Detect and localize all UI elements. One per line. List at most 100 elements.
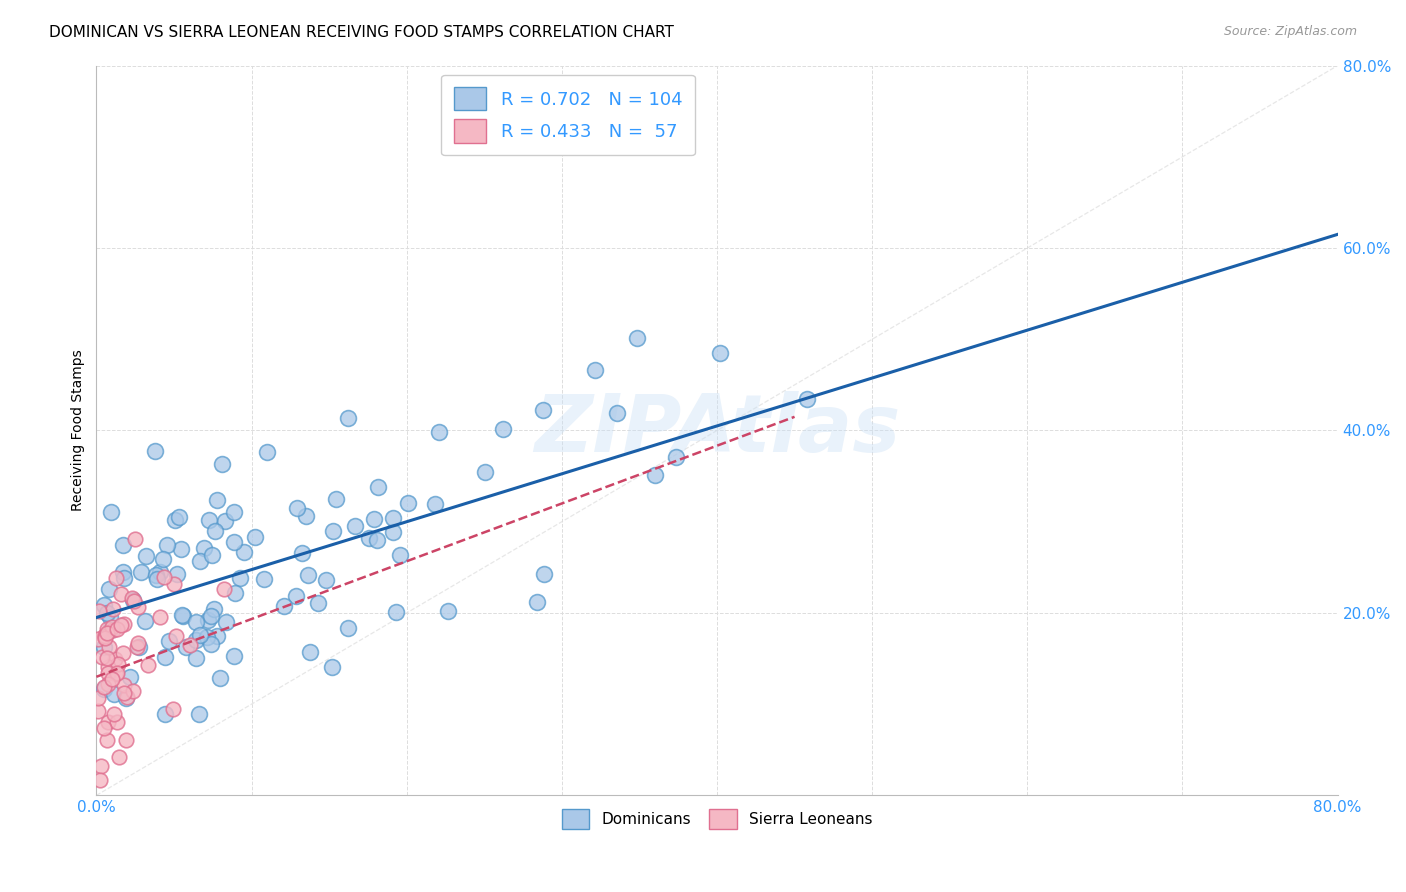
Point — [204, 524, 226, 538]
Legend: Dominicans, Sierra Leoneans: Dominicans, Sierra Leoneans — [555, 804, 879, 835]
Text: DOMINICAN VS SIERRA LEONEAN RECEIVING FOOD STAMPS CORRELATION CHART: DOMINICAN VS SIERRA LEONEAN RECEIVING FO… — [49, 25, 673, 40]
Point — [321, 659, 343, 673]
Point — [96, 607, 118, 621]
Point — [111, 538, 134, 552]
Point — [197, 613, 219, 627]
Point — [105, 666, 128, 681]
Point — [127, 599, 149, 614]
Point — [152, 570, 174, 584]
Point — [172, 609, 194, 624]
Point — [89, 604, 111, 618]
Point — [606, 406, 628, 420]
Point — [94, 629, 117, 643]
Point — [89, 772, 111, 787]
Point — [124, 532, 146, 546]
Point — [388, 548, 411, 562]
Point — [145, 568, 167, 582]
Point — [188, 554, 211, 568]
Point — [115, 732, 138, 747]
Point — [100, 506, 122, 520]
Point — [136, 658, 159, 673]
Point — [215, 615, 238, 629]
Point — [179, 638, 201, 652]
Point — [103, 687, 125, 701]
Point — [93, 680, 115, 694]
Point — [229, 571, 252, 585]
Point — [425, 497, 447, 511]
Point — [97, 677, 120, 691]
Point — [337, 410, 360, 425]
Point — [157, 633, 180, 648]
Point — [209, 671, 232, 685]
Point — [367, 479, 389, 493]
Point — [104, 651, 127, 665]
Point — [166, 566, 188, 581]
Point — [100, 620, 122, 634]
Point — [796, 392, 818, 406]
Point — [93, 640, 115, 654]
Point — [115, 690, 138, 705]
Point — [97, 640, 120, 654]
Point — [105, 622, 128, 636]
Point — [709, 346, 731, 360]
Point — [224, 535, 246, 549]
Point — [297, 567, 319, 582]
Point — [162, 702, 184, 716]
Point — [363, 512, 385, 526]
Point — [243, 530, 266, 544]
Point — [125, 640, 148, 654]
Point — [91, 649, 114, 664]
Point — [149, 610, 172, 624]
Point — [110, 618, 132, 632]
Point — [93, 598, 115, 612]
Point — [294, 509, 316, 524]
Point — [96, 622, 118, 636]
Point — [108, 750, 131, 764]
Point — [97, 714, 120, 729]
Point — [474, 466, 496, 480]
Point — [111, 565, 134, 579]
Point — [174, 640, 197, 654]
Point — [155, 537, 177, 551]
Point — [134, 615, 156, 629]
Point — [336, 621, 359, 635]
Point — [149, 566, 172, 580]
Point — [98, 582, 121, 596]
Point — [256, 445, 278, 459]
Point — [94, 632, 117, 646]
Point — [222, 505, 245, 519]
Point — [112, 617, 135, 632]
Point — [115, 691, 138, 706]
Point — [357, 532, 380, 546]
Point — [531, 403, 554, 417]
Point — [307, 596, 329, 610]
Point — [87, 704, 110, 718]
Text: Source: ZipAtlas.com: Source: ZipAtlas.com — [1223, 25, 1357, 38]
Point — [285, 500, 308, 515]
Point — [152, 551, 174, 566]
Point — [315, 574, 337, 588]
Point — [436, 604, 458, 618]
Point — [366, 533, 388, 547]
Point — [101, 623, 124, 637]
Point — [211, 457, 233, 471]
Point — [87, 632, 110, 646]
Point — [200, 637, 222, 651]
Point — [583, 363, 606, 377]
Point — [100, 673, 122, 687]
Point — [110, 587, 132, 601]
Point — [165, 629, 187, 643]
Point — [200, 609, 222, 624]
Point — [224, 586, 246, 600]
Point — [93, 681, 115, 696]
Point — [153, 650, 176, 665]
Point — [124, 594, 146, 608]
Point — [427, 425, 450, 440]
Point — [325, 492, 347, 507]
Point — [112, 678, 135, 692]
Point — [299, 645, 322, 659]
Point — [128, 640, 150, 654]
Point — [492, 422, 515, 436]
Point — [135, 549, 157, 564]
Point — [93, 721, 115, 735]
